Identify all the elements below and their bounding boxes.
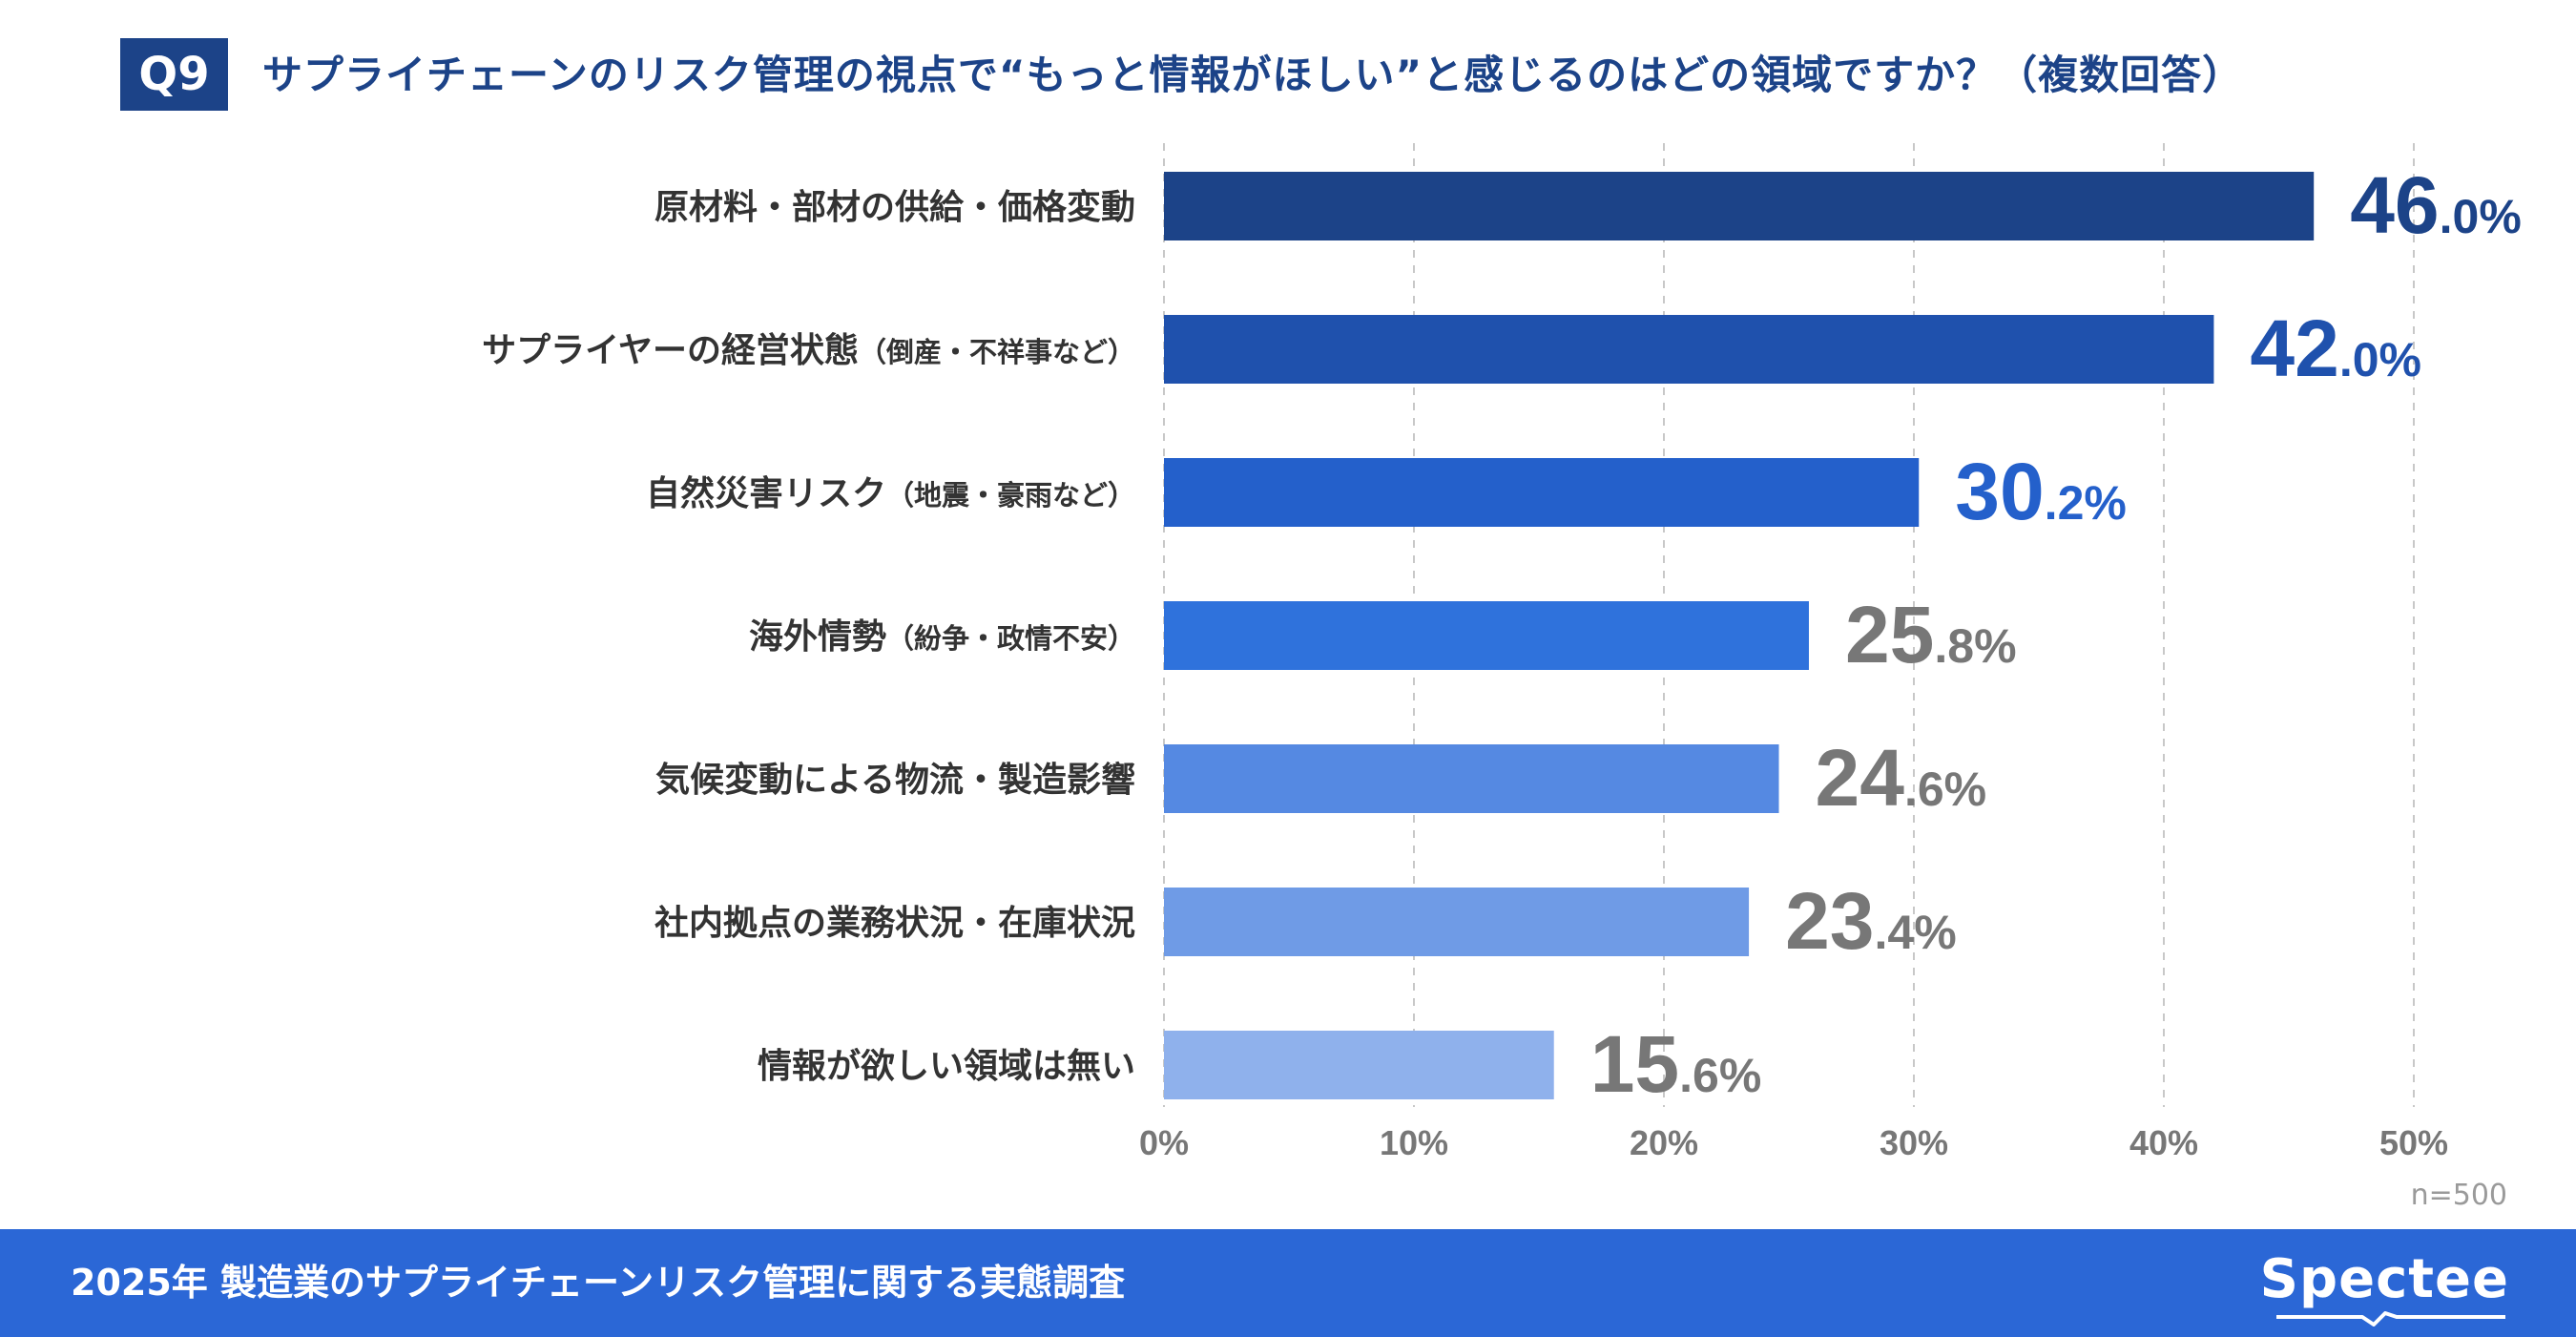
value-label-decimal: .0% <box>2440 190 2522 243</box>
sample-size-label: n=500 <box>2410 1179 2507 1212</box>
bar <box>1164 172 2315 240</box>
value-label: 30.2% <box>1955 447 2127 536</box>
value-label-decimal: .8% <box>1934 619 2016 673</box>
value-label-integer: 42 <box>2250 303 2338 393</box>
category-label: 気候変動による物流・製造影響 <box>655 760 1135 800</box>
bars <box>1164 172 2315 1099</box>
bar <box>1164 601 1809 670</box>
value-label-decimal: .6% <box>1904 763 1986 816</box>
bar <box>1164 744 1779 813</box>
bar <box>1164 888 1750 956</box>
category-label-main: サプライヤーの経営状態 <box>482 331 859 370</box>
brand-logo: Spectee <box>2259 1248 2509 1310</box>
category-label: 情報が欲しい領域は無い <box>758 1046 1135 1086</box>
x-tick-label: 20% <box>1630 1123 1698 1162</box>
bar <box>1164 1031 1554 1099</box>
value-label-decimal: .0% <box>2339 333 2421 386</box>
survey-title: 2025年 製造業のサプライチェーンリスク管理に関する実態調査 <box>71 1262 1126 1304</box>
value-label-integer: 24 <box>1816 733 1905 823</box>
x-tick-label: 10% <box>1380 1123 1448 1162</box>
category-label: 海外情勢（紛争・政情不安） <box>749 617 1135 657</box>
value-label-decimal: .6% <box>1679 1049 1761 1102</box>
category-label: 原材料・部材の供給・価格変動 <box>654 187 1135 227</box>
value-label: 46.0% <box>2350 160 2522 250</box>
value-label-integer: 15 <box>1590 1019 1679 1109</box>
category-label: 自然災害リスク（地震・豪雨など） <box>646 473 1135 513</box>
value-label: 23.4% <box>1785 876 1957 966</box>
value-label-decimal: .2% <box>2045 476 2127 530</box>
category-label-main: 海外情勢 <box>749 617 886 657</box>
category-label: サプライヤーの経営状態（倒産・不祥事など） <box>482 331 1135 370</box>
value-label: 42.0% <box>2250 303 2421 393</box>
value-label-integer: 30 <box>1955 447 2044 536</box>
value-label-integer: 23 <box>1785 876 1874 966</box>
footer-bar: 2025年 製造業のサプライチェーンリスク管理に関する実態調査 Spectee <box>0 1229 2576 1337</box>
question-title: サプライチェーンのリスク管理の視点で“もっと情報がほしい”と感じるのはどの領域で… <box>262 52 2244 98</box>
x-tick-label: 40% <box>2129 1123 2198 1162</box>
bar <box>1164 458 1920 527</box>
category-label-note: （地震・豪雨など） <box>886 479 1135 512</box>
category-label-note: （紛争・政情不安） <box>886 622 1135 655</box>
x-axis-ticks: 0% 10% 20% 30% 40% 50% <box>1139 1123 2448 1162</box>
category-label-main: 社内拠点の業務状況・在庫状況 <box>654 904 1135 943</box>
bar <box>1164 315 2214 384</box>
category-label-main: 原材料・部材の供給・価格変動 <box>654 187 1135 227</box>
question-number-badge: Q9 <box>120 38 228 111</box>
value-label-integer: 46 <box>2350 160 2439 250</box>
category-label-main: 情報が欲しい領域は無い <box>758 1046 1135 1086</box>
x-tick-label: 0% <box>1139 1123 1189 1162</box>
x-tick-label: 30% <box>1880 1123 1948 1162</box>
brand-logo-underline-icon <box>2276 1311 2505 1327</box>
category-label: 社内拠点の業務状況・在庫状況 <box>654 904 1135 943</box>
value-label: 24.6% <box>1816 733 1987 823</box>
value-label-integer: 25 <box>1845 590 1934 679</box>
value-label: 25.8% <box>1845 590 2017 679</box>
value-label: 15.6% <box>1590 1019 1762 1109</box>
category-label-note: （倒産・不祥事など） <box>859 336 1135 368</box>
value-labels: 46.0%42.0%30.2%25.8%24.6%23.4%15.6% <box>1590 160 2522 1109</box>
x-tick-label: 50% <box>2379 1123 2448 1162</box>
value-label-decimal: .4% <box>1875 906 1957 959</box>
category-label-main: 自然災害リスク <box>646 473 886 513</box>
category-label-main: 気候変動による物流・製造影響 <box>655 760 1135 800</box>
